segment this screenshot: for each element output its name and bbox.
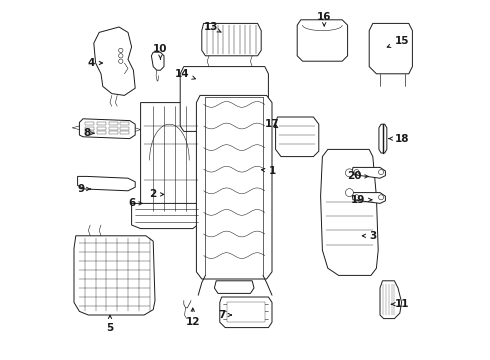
Polygon shape: [85, 122, 94, 125]
Text: 14: 14: [175, 69, 196, 79]
Circle shape: [354, 195, 359, 200]
Text: 20: 20: [347, 171, 368, 181]
Circle shape: [354, 170, 359, 175]
Polygon shape: [121, 127, 129, 130]
Polygon shape: [215, 281, 254, 293]
Text: 3: 3: [362, 231, 376, 241]
Text: 1: 1: [262, 166, 275, 176]
Polygon shape: [180, 67, 269, 131]
Text: 13: 13: [203, 22, 221, 32]
Text: 15: 15: [387, 36, 409, 48]
Text: 18: 18: [389, 134, 409, 144]
Text: 19: 19: [351, 195, 372, 205]
Polygon shape: [369, 23, 413, 74]
Polygon shape: [320, 149, 378, 275]
Polygon shape: [220, 297, 272, 328]
Text: 4: 4: [87, 58, 102, 68]
Polygon shape: [352, 193, 386, 203]
Text: 16: 16: [317, 12, 331, 26]
Polygon shape: [227, 302, 265, 322]
Circle shape: [379, 170, 384, 175]
Text: 17: 17: [265, 119, 279, 129]
Polygon shape: [109, 122, 118, 125]
Polygon shape: [97, 122, 106, 125]
Polygon shape: [77, 176, 135, 191]
Text: 6: 6: [128, 198, 142, 208]
Polygon shape: [352, 167, 386, 178]
Polygon shape: [141, 103, 200, 216]
Text: 9: 9: [77, 184, 90, 194]
Text: 5: 5: [106, 315, 114, 333]
Polygon shape: [109, 131, 118, 134]
Polygon shape: [297, 20, 347, 61]
Circle shape: [345, 169, 353, 177]
Polygon shape: [85, 131, 94, 134]
Text: 12: 12: [186, 308, 200, 327]
Circle shape: [379, 195, 384, 200]
Text: 2: 2: [149, 189, 164, 199]
Polygon shape: [121, 131, 129, 134]
Polygon shape: [79, 119, 135, 139]
Circle shape: [119, 59, 123, 63]
Circle shape: [345, 189, 353, 197]
Text: 11: 11: [392, 299, 409, 309]
Polygon shape: [94, 27, 135, 95]
Polygon shape: [97, 131, 106, 134]
Polygon shape: [379, 124, 387, 153]
Polygon shape: [109, 127, 118, 130]
Polygon shape: [121, 122, 129, 125]
Text: 10: 10: [153, 44, 168, 59]
Polygon shape: [132, 203, 200, 229]
Polygon shape: [196, 95, 272, 279]
Polygon shape: [202, 23, 261, 56]
Polygon shape: [85, 127, 94, 130]
Polygon shape: [151, 52, 164, 70]
Polygon shape: [380, 281, 402, 319]
Text: 8: 8: [84, 128, 94, 138]
Circle shape: [119, 48, 123, 53]
Text: 7: 7: [218, 310, 231, 320]
Polygon shape: [275, 117, 319, 157]
Polygon shape: [97, 127, 106, 130]
Polygon shape: [74, 236, 155, 315]
Circle shape: [119, 54, 123, 58]
